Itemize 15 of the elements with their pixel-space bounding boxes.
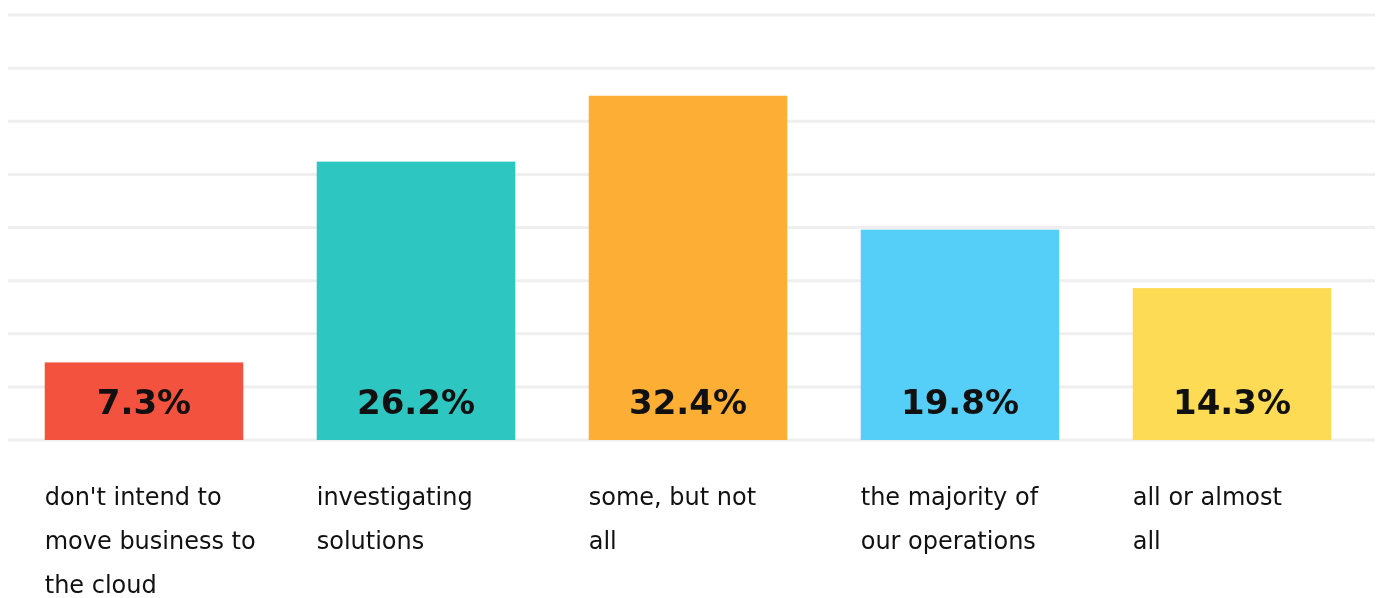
x-tick-label: don't intend to move business to the cloud [44,483,256,598]
x-tick-label: the majority of our operations [860,483,1039,555]
bar [316,161,516,440]
bar [860,229,1060,440]
data-label: 32.4% [629,382,747,422]
data-label: 14.3% [1173,382,1291,422]
bar [1132,288,1332,440]
bar [588,95,788,440]
x-tick-label: all or almost all [1132,483,1282,555]
x-tick-label: investigating solutions [316,483,473,555]
data-label: 26.2% [357,382,475,422]
bar [44,362,244,440]
data-label: 19.8% [901,382,1019,422]
data-label: 7.3% [96,382,192,422]
x-tick-label: some, but not all [588,483,757,555]
